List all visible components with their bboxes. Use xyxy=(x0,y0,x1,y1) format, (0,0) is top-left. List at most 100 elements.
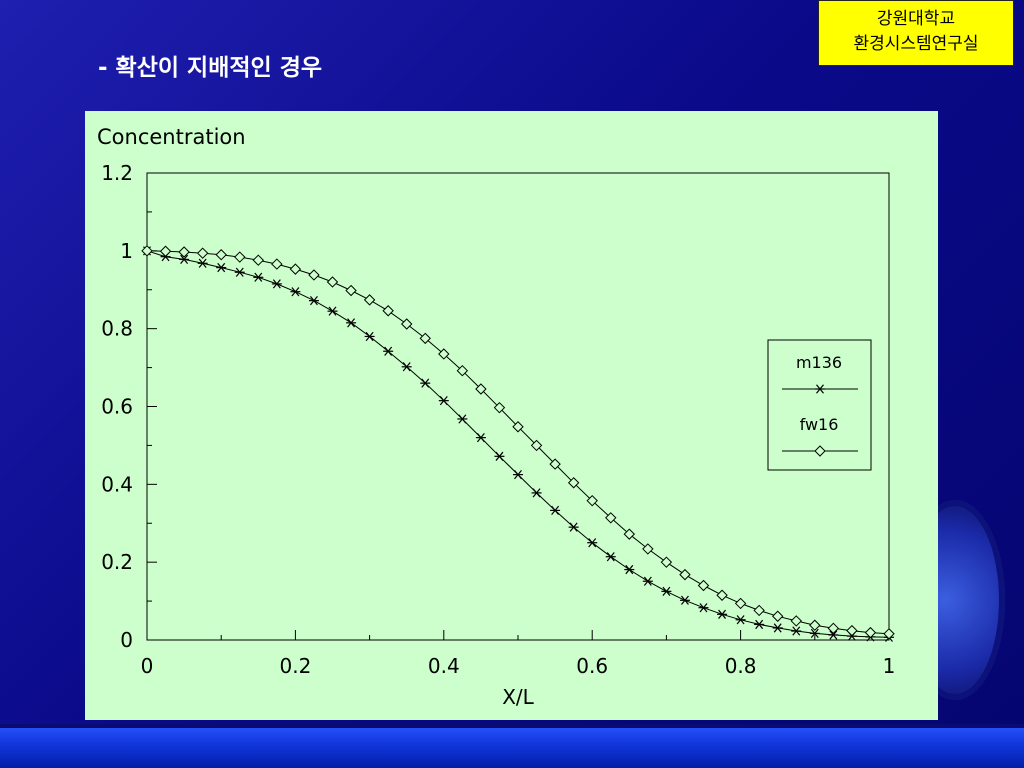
point-m136 xyxy=(271,279,282,289)
point-fw16 xyxy=(846,624,858,637)
point-m136 xyxy=(531,488,542,498)
point-m136 xyxy=(772,623,783,633)
point-fw16 xyxy=(159,245,172,257)
point-fw16 xyxy=(271,258,283,270)
concentration-chart: Concentration X/L 0 0.2 0.4 0.6 0.8 1 1.2 0 0.2… xyxy=(97,125,896,709)
x-tick-label: 0 xyxy=(141,654,154,678)
x-tick-label: 0.4 xyxy=(428,654,460,678)
point-fw16 xyxy=(289,263,302,275)
point-fw16 xyxy=(308,269,320,281)
bottom-bar xyxy=(0,724,1024,768)
point-fw16 xyxy=(586,494,598,507)
point-fw16 xyxy=(549,458,561,470)
x-tick-label: 0.8 xyxy=(725,654,757,678)
legend-swatch-m136 xyxy=(782,384,858,394)
x-tick-label: 0.6 xyxy=(576,654,608,678)
point-fw16 xyxy=(660,556,673,568)
point-fw16 xyxy=(252,254,265,266)
point-fw16 xyxy=(326,276,339,288)
y-axis: 0 0.2 0.4 0.6 0.8 1 1.2 xyxy=(101,161,157,652)
x-axis-label: X/L xyxy=(502,685,534,709)
point-m136 xyxy=(308,296,319,306)
point-fw16 xyxy=(753,604,765,617)
point-m136 xyxy=(568,522,579,532)
point-fw16 xyxy=(400,318,413,330)
point-fw16 xyxy=(809,619,821,631)
point-m136 xyxy=(698,603,709,613)
point-fw16 xyxy=(234,251,246,263)
chart-panel: Concentration X/L 0 0.2 0.4 0.6 0.8 1 1.2 0 0.2… xyxy=(85,111,938,720)
x-axis: 0 0.2 0.4 0.6 0.8 1 xyxy=(141,630,896,678)
point-m136 xyxy=(364,331,375,342)
point-m136 xyxy=(438,396,449,406)
point-fw16 xyxy=(345,284,357,297)
legend-label-fw16: fw16 xyxy=(800,415,839,434)
point-fw16 xyxy=(141,245,153,257)
point-fw16 xyxy=(475,383,487,395)
point-fw16 xyxy=(363,294,376,306)
point-fw16 xyxy=(771,610,784,622)
point-m136 xyxy=(383,346,394,356)
point-fw16 xyxy=(883,628,895,640)
point-fw16 xyxy=(215,249,227,261)
point-fw16 xyxy=(697,579,710,592)
point-m136 xyxy=(679,595,690,605)
legend-marker-fw16 xyxy=(814,445,826,457)
point-m136 xyxy=(327,306,338,316)
y-tick-label: 0.8 xyxy=(101,317,133,341)
point-fw16 xyxy=(530,439,543,452)
point-m136 xyxy=(828,630,839,640)
legend-marker-m136 xyxy=(815,384,825,394)
point-m136 xyxy=(661,586,672,596)
point-fw16 xyxy=(382,305,394,317)
x-tick-label: 0.2 xyxy=(279,654,311,678)
series-m136 xyxy=(142,246,894,642)
point-fw16 xyxy=(512,421,524,433)
point-m136 xyxy=(791,626,802,636)
slide-title: - 확산이 지배적인 경우 xyxy=(98,55,323,81)
point-m136 xyxy=(624,564,635,575)
y-tick-label: 1.2 xyxy=(101,161,133,185)
legend-swatch-fw16 xyxy=(782,445,858,457)
badge-university: 강원대학교 xyxy=(876,9,956,29)
point-fw16 xyxy=(605,512,617,524)
point-m136 xyxy=(494,451,505,461)
point-fw16 xyxy=(196,247,209,259)
x-tick-label: 1 xyxy=(883,654,896,678)
point-m136 xyxy=(197,258,208,268)
point-m136 xyxy=(420,378,431,388)
point-m136 xyxy=(234,267,245,277)
point-fw16 xyxy=(679,568,691,581)
point-m136 xyxy=(735,615,746,625)
point-m136 xyxy=(642,576,653,586)
point-fw16 xyxy=(864,626,877,639)
bottom-stripe xyxy=(0,724,1024,728)
point-m136 xyxy=(550,505,561,516)
lab-badge: 강원대학교 환경시스템연구실 xyxy=(818,0,1014,66)
point-m136 xyxy=(179,254,190,265)
point-m136 xyxy=(809,628,820,639)
point-m136 xyxy=(457,414,468,424)
point-m136 xyxy=(346,318,357,328)
y-tick-label: 0.6 xyxy=(101,395,133,419)
y-tick-label: 1 xyxy=(120,239,133,263)
point-m136 xyxy=(290,287,301,297)
y-axis-label: Concentration xyxy=(97,125,246,149)
point-fw16 xyxy=(734,597,747,610)
point-m136 xyxy=(475,433,486,443)
point-fw16 xyxy=(790,615,802,627)
point-fw16 xyxy=(642,543,654,555)
point-fw16 xyxy=(419,332,431,345)
point-fw16 xyxy=(456,364,469,377)
point-m136 xyxy=(754,619,765,630)
badge-lab: 환경시스템연구실 xyxy=(853,34,979,54)
y-tick-label: 0.4 xyxy=(101,472,133,496)
point-fw16 xyxy=(438,348,450,360)
series-layer xyxy=(141,245,895,642)
y-tick-label: 0.2 xyxy=(101,550,133,574)
legend-label-m136: m136 xyxy=(796,353,842,372)
point-fw16 xyxy=(493,401,506,414)
point-fw16 xyxy=(623,528,636,540)
point-m136 xyxy=(401,362,412,372)
point-m136 xyxy=(253,272,264,282)
